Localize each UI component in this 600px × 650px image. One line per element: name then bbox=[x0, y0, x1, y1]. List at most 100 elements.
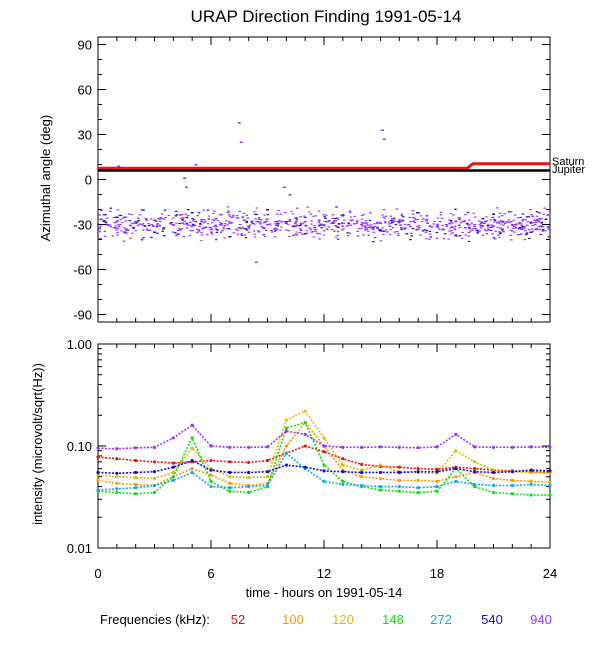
series-52-point bbox=[397, 465, 401, 469]
azimuth-point bbox=[175, 233, 178, 235]
azimuth-point bbox=[511, 230, 514, 232]
azimuth-point bbox=[436, 224, 439, 226]
azimuth-point bbox=[468, 228, 472, 230]
azimuth-point bbox=[319, 224, 323, 227]
azimuth-point bbox=[340, 222, 344, 225]
azimuth-point bbox=[294, 217, 297, 219]
azimuth-point bbox=[215, 231, 219, 233]
azimuth-point bbox=[322, 234, 326, 236]
azimuth-point bbox=[306, 232, 309, 234]
azimuth-point bbox=[266, 224, 269, 226]
series-272-point bbox=[416, 486, 420, 490]
series-540-point bbox=[152, 470, 157, 474]
azimuth-point bbox=[148, 229, 152, 231]
series-272-point bbox=[134, 486, 138, 490]
azimuth-point bbox=[439, 214, 443, 216]
azimuth-point bbox=[226, 206, 230, 208]
azimuth-point bbox=[202, 219, 206, 221]
azimuth-point bbox=[336, 238, 340, 240]
azimuth-point bbox=[369, 212, 372, 214]
azimuth-point bbox=[489, 226, 493, 228]
azimuth-point bbox=[240, 233, 244, 235]
azimuth-point bbox=[218, 213, 222, 216]
azimuth-point bbox=[509, 211, 513, 213]
azimuth-point bbox=[493, 221, 496, 223]
azimuth-point bbox=[486, 229, 489, 232]
azimuth-point bbox=[194, 221, 198, 223]
azimuth-point bbox=[499, 212, 502, 214]
azimuth-point bbox=[449, 233, 453, 235]
azimuth-point bbox=[513, 223, 517, 226]
azimuth-point bbox=[342, 219, 346, 221]
series-540-point bbox=[491, 470, 496, 475]
azimuth-point bbox=[141, 224, 144, 226]
azimuth-point bbox=[369, 224, 373, 226]
azimuth-point bbox=[331, 217, 334, 219]
azimuth-point bbox=[299, 229, 303, 231]
azimuth-point bbox=[463, 220, 467, 222]
azimuth-point bbox=[348, 210, 352, 212]
azimuth-point bbox=[212, 220, 216, 222]
azimuth-point bbox=[197, 228, 200, 231]
x-tick-label: 0 bbox=[94, 566, 101, 581]
azimuth-point bbox=[367, 224, 370, 226]
azimuth-point bbox=[97, 223, 100, 225]
azimuth-point bbox=[210, 229, 214, 231]
series-120-point bbox=[134, 476, 138, 480]
azimuth-point bbox=[401, 216, 405, 218]
azimuth-point bbox=[263, 222, 267, 224]
azimuth-point bbox=[448, 222, 451, 224]
azimuth-point bbox=[184, 213, 188, 215]
y-tick-label: 0.10 bbox=[67, 439, 92, 454]
azimuth-point bbox=[520, 227, 523, 230]
azimuth-point bbox=[364, 229, 367, 231]
azimuth-point bbox=[200, 239, 203, 242]
azimuth-point bbox=[365, 228, 369, 230]
azimuth-point bbox=[481, 218, 485, 220]
azimuth-point bbox=[142, 237, 145, 239]
azimuth-point bbox=[468, 224, 472, 226]
azimuth-point bbox=[219, 221, 222, 224]
azimuth-point bbox=[220, 222, 224, 225]
azimuth-point bbox=[220, 214, 223, 216]
azimuth-point bbox=[104, 222, 108, 224]
azimuth-point bbox=[340, 229, 344, 231]
azimuth-point bbox=[520, 228, 524, 230]
series-540-point bbox=[322, 469, 326, 473]
azimuth-point bbox=[197, 212, 201, 214]
azimuth-point bbox=[188, 235, 192, 237]
azimuth-point bbox=[245, 229, 249, 231]
azimuth-point bbox=[529, 231, 533, 233]
azimuth-point bbox=[421, 230, 425, 232]
azimuth-point bbox=[457, 216, 460, 219]
azimuth-point bbox=[458, 224, 461, 226]
series-120-point bbox=[228, 475, 232, 479]
azimuth-point bbox=[461, 231, 464, 233]
series-540-point bbox=[265, 470, 270, 474]
azimuth-point bbox=[443, 233, 447, 235]
azimuth-point bbox=[275, 213, 279, 215]
azimuth-point bbox=[366, 227, 369, 229]
azimuth-point bbox=[103, 230, 107, 232]
azimuth-point bbox=[399, 227, 403, 229]
azimuth-point bbox=[145, 219, 149, 222]
azimuth-point bbox=[348, 232, 352, 234]
azimuth-point bbox=[454, 234, 458, 236]
azimuth-point bbox=[326, 220, 329, 222]
azimuth-point bbox=[386, 231, 389, 233]
azimuth-point bbox=[187, 214, 190, 217]
azimuth-point bbox=[182, 235, 185, 238]
azimuth-point bbox=[177, 227, 181, 229]
azimuth-point bbox=[528, 237, 531, 240]
azimuth-point bbox=[322, 224, 326, 226]
azimuth-point bbox=[237, 122, 241, 124]
azimuth-point bbox=[177, 229, 180, 232]
azimuth-point bbox=[309, 227, 312, 229]
azimuth-point bbox=[532, 221, 536, 224]
azimuth-point bbox=[500, 215, 504, 217]
azimuth-point bbox=[337, 223, 341, 225]
azimuth-point bbox=[117, 224, 120, 226]
azimuth-point bbox=[341, 225, 345, 227]
azimuth-point bbox=[158, 224, 162, 226]
azimuth-point bbox=[373, 225, 377, 228]
